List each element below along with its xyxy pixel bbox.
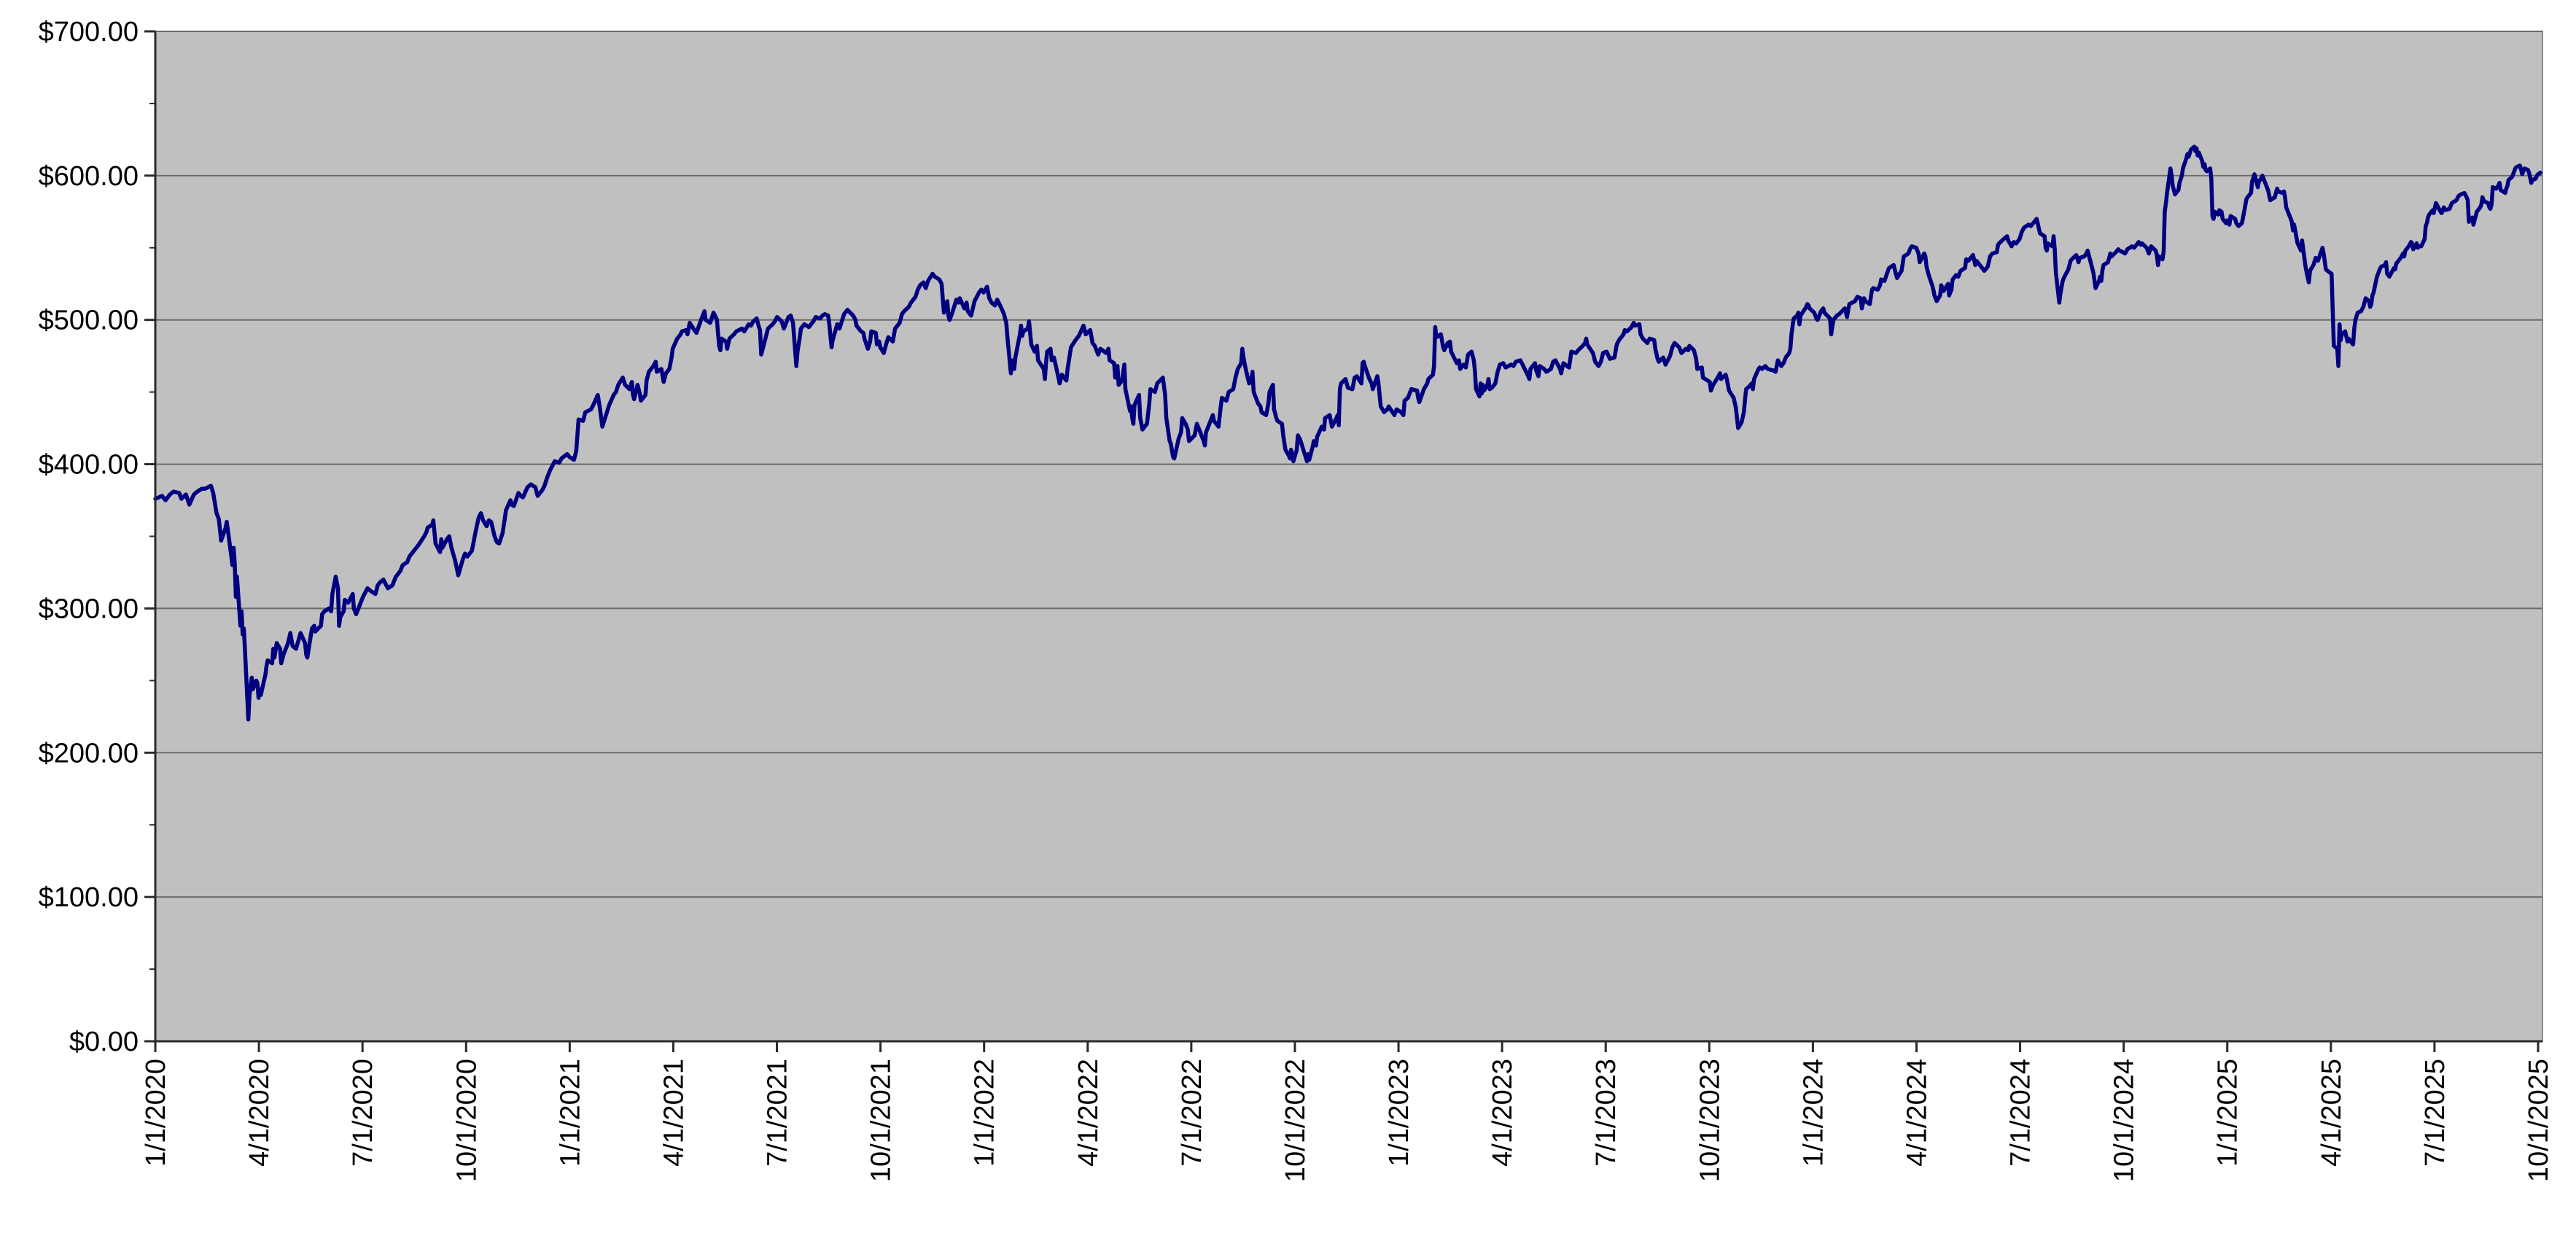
x-axis-label: 7/1/2022 — [1177, 1059, 1207, 1167]
x-axis-label: 7/1/2023 — [1591, 1059, 1622, 1167]
x-axis-label: 7/1/2020 — [348, 1059, 378, 1167]
plot-area — [155, 31, 2543, 1042]
x-axis-label: 10/1/2025 — [2524, 1059, 2554, 1182]
x-axis-label: 4/1/2023 — [1487, 1059, 1518, 1167]
x-axis-label: 1/1/2025 — [2213, 1059, 2244, 1167]
x-axis-label: 10/1/2022 — [1280, 1059, 1311, 1182]
x-axis-label: 10/1/2021 — [866, 1059, 897, 1182]
x-axis-label: 10/1/2024 — [2109, 1059, 2140, 1182]
y-axis-label: $600.00 — [39, 161, 139, 192]
y-axis-label: $0.00 — [69, 1027, 139, 1057]
x-axis-label: 10/1/2023 — [1694, 1059, 1725, 1182]
x-axis-label: 7/1/2025 — [2420, 1059, 2451, 1167]
x-axis-label: 1/1/2021 — [555, 1059, 585, 1167]
x-axis-label: 1/1/2020 — [141, 1059, 171, 1167]
y-axis-label: $700.00 — [39, 17, 139, 47]
y-axis-label: $300.00 — [39, 594, 139, 624]
x-axis-label: 4/1/2024 — [1902, 1059, 1932, 1167]
x-axis-label: 1/1/2022 — [970, 1059, 1000, 1167]
y-axis-label: $200.00 — [39, 738, 139, 769]
x-axis-label: 7/1/2024 — [2006, 1059, 2036, 1167]
price-series-line — [153, 144, 2542, 722]
x-axis-label: 10/1/2020 — [451, 1059, 482, 1182]
x-axis-label: 4/1/2021 — [658, 1059, 689, 1167]
x-axis-label: 4/1/2022 — [1073, 1059, 1104, 1167]
y-axis-label: $100.00 — [39, 882, 139, 913]
x-axis-label: 1/1/2023 — [1384, 1059, 1415, 1167]
x-axis-label: 7/1/2021 — [763, 1059, 793, 1167]
x-axis-label: 4/1/2025 — [2316, 1059, 2347, 1167]
y-axis-label: $400.00 — [39, 450, 139, 481]
y-axis-label: $500.00 — [39, 306, 139, 336]
x-axis-label: 1/1/2024 — [1798, 1059, 1829, 1167]
x-axis-label: 4/1/2020 — [244, 1059, 275, 1167]
